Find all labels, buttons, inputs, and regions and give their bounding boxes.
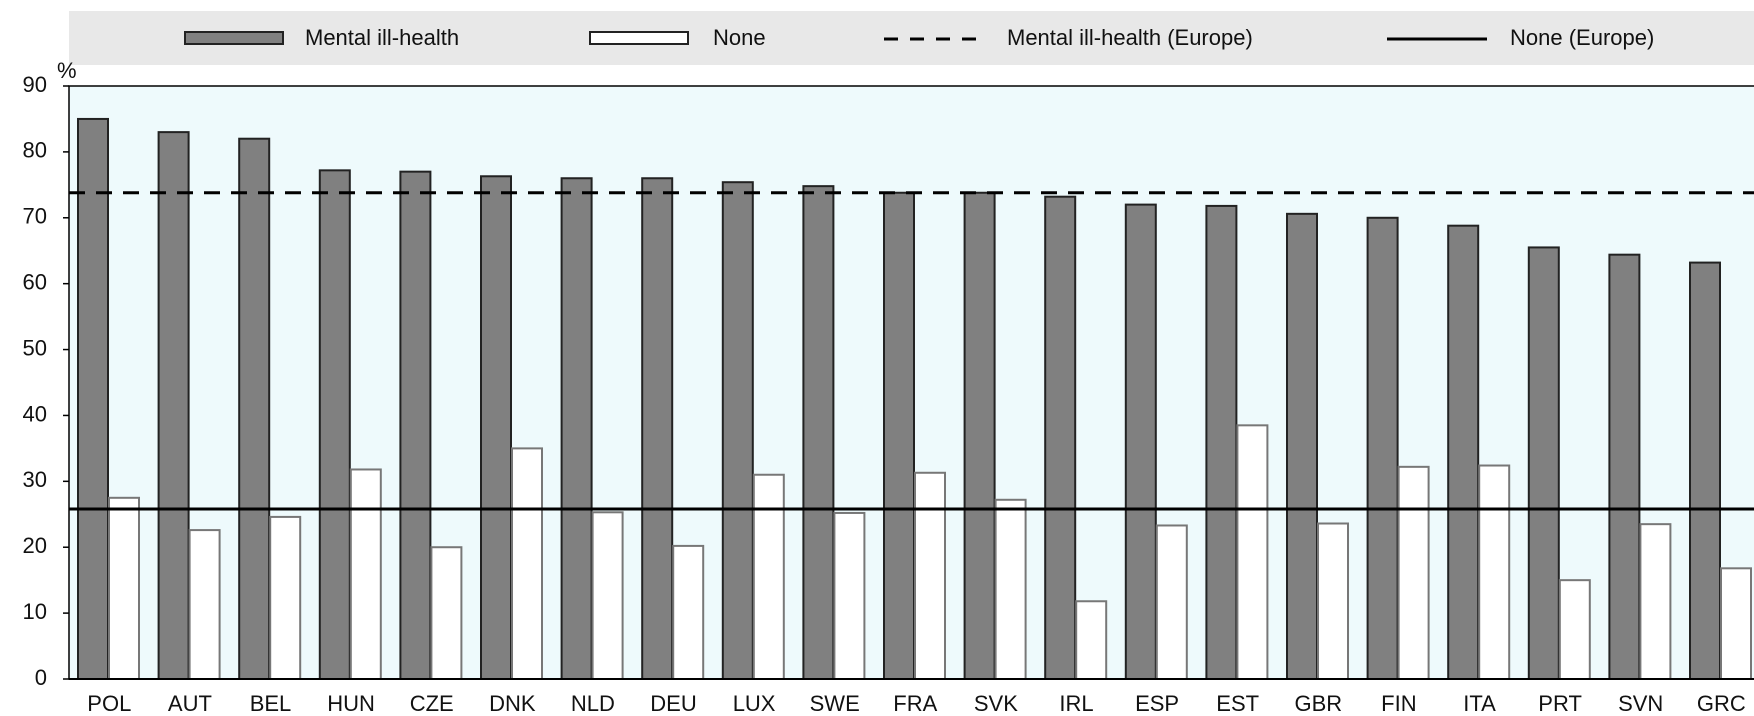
- bar: [1689, 261, 1721, 680]
- bar: [560, 177, 593, 680]
- bar: [157, 131, 190, 681]
- y-tick-label: 40: [23, 401, 47, 426]
- bar: [1447, 224, 1480, 680]
- bar: [883, 191, 915, 681]
- bar: [511, 447, 543, 680]
- legend-label: None (Europe): [1510, 25, 1654, 50]
- legend-label: Mental ill-health (Europe): [1007, 25, 1253, 50]
- bar: [1397, 465, 1430, 680]
- legend-label: Mental ill-health: [305, 25, 459, 50]
- x-tick-label: NLD: [571, 691, 615, 716]
- x-tick-label: ESP: [1135, 691, 1179, 716]
- legend-swatch: [184, 31, 284, 45]
- bar: [1044, 195, 1077, 680]
- bar: [1558, 579, 1591, 681]
- bar: [914, 471, 946, 681]
- bar: [1236, 424, 1269, 681]
- bar: [269, 515, 302, 680]
- y-tick-label: 10: [23, 599, 47, 624]
- bar: [641, 177, 674, 680]
- bar: [1205, 204, 1238, 680]
- y-tick-label: 60: [23, 269, 47, 294]
- bar: [833, 511, 866, 681]
- bar: [1608, 253, 1641, 680]
- y-tick-label: 90: [23, 72, 47, 97]
- bar: [721, 181, 754, 680]
- x-tick-label: SVK: [974, 691, 1018, 716]
- y-tick-label: 80: [23, 138, 47, 163]
- bar: [238, 137, 271, 680]
- x-tick-label: PRT: [1538, 691, 1582, 716]
- bar: [318, 169, 351, 681]
- bar: [1527, 246, 1560, 681]
- y-tick-label: 50: [23, 335, 47, 360]
- x-tick-label: DNK: [489, 691, 536, 716]
- x-tick-label: BEL: [250, 691, 292, 716]
- legend-label: None: [713, 25, 766, 50]
- bar: [752, 473, 785, 680]
- bar: [1075, 600, 1108, 680]
- x-tick-label: SVN: [1618, 691, 1663, 716]
- bar: [1366, 216, 1399, 680]
- x-tick-label: LUX: [733, 691, 776, 716]
- bar: [77, 117, 109, 680]
- bar: [1124, 203, 1157, 680]
- x-tick-label: SWE: [810, 691, 860, 716]
- x-tick-label: GBR: [1294, 691, 1342, 716]
- x-tick-label: DEU: [650, 691, 696, 716]
- x-tick-label: GRC: [1697, 691, 1746, 716]
- x-tick-label: EST: [1216, 691, 1259, 716]
- x-tick-label: ITA: [1463, 691, 1496, 716]
- x-tick-label: FIN: [1381, 691, 1416, 716]
- bar: [188, 529, 221, 681]
- bar: [1317, 522, 1349, 680]
- x-tick-label: FRA: [893, 691, 937, 716]
- bar: [1155, 524, 1188, 680]
- y-tick-label: 20: [23, 533, 47, 558]
- bar: [1286, 212, 1318, 681]
- x-tick-label: CZE: [410, 691, 454, 716]
- legend-swatch: [589, 31, 689, 45]
- y-tick-label: 70: [23, 204, 47, 229]
- bar: [994, 498, 1027, 680]
- x-tick-label: IRL: [1059, 691, 1093, 716]
- bar: [1639, 523, 1672, 681]
- y-tick-label: 0: [35, 665, 47, 690]
- bar: [672, 544, 705, 680]
- x-tick-label: POL: [87, 691, 131, 716]
- bar: [963, 191, 996, 681]
- y-tick-label: 30: [23, 467, 47, 492]
- y-unit: %: [57, 58, 77, 83]
- x-tick-label: AUT: [168, 691, 212, 716]
- bar: [591, 511, 624, 680]
- bar: [108, 496, 140, 680]
- bar: [802, 185, 835, 680]
- bar: [399, 170, 432, 680]
- bar: [430, 546, 463, 680]
- bar: [1478, 464, 1511, 680]
- bar: [1720, 567, 1752, 680]
- bar: [480, 175, 512, 680]
- bar: [349, 468, 382, 680]
- x-tick-label: HUN: [327, 691, 375, 716]
